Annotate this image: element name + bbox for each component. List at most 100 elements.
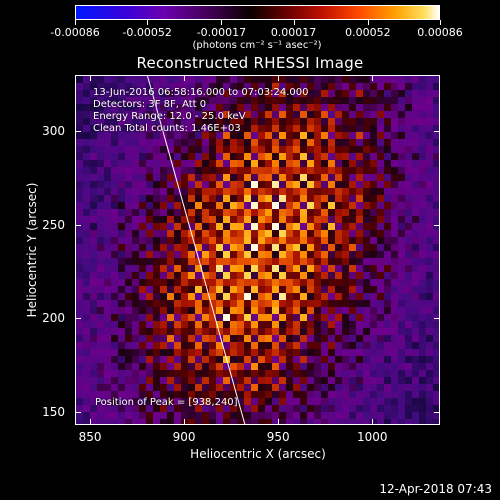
heatmap-cell (412, 209, 419, 216)
heatmap-cell (153, 202, 160, 209)
heatmap-cell (377, 300, 384, 307)
heatmap-cell (391, 398, 398, 405)
heatmap-cell (188, 265, 195, 272)
heatmap-cell (97, 335, 104, 342)
heatmap-cell (391, 167, 398, 174)
heatmap-cell (391, 83, 398, 90)
heatmap-cell (279, 307, 286, 314)
heatmap-cell (314, 76, 321, 83)
heatmap-cell (132, 111, 139, 118)
heatmap-cell (349, 391, 356, 398)
heatmap-cell (363, 307, 370, 314)
heatmap-cell (307, 195, 314, 202)
heatmap-cell (125, 265, 132, 272)
heatmap-cell (153, 76, 160, 83)
heatmap-cell (139, 195, 146, 202)
heatmap-cell (335, 370, 342, 377)
heatmap-cell (391, 412, 398, 419)
heatmap-cell (314, 202, 321, 209)
heatmap-cell (412, 202, 419, 209)
heatmap-cell (258, 335, 265, 342)
heatmap-cell (279, 230, 286, 237)
heatmap-cell (139, 370, 146, 377)
heatmap-cell (146, 146, 153, 153)
heatmap-cell (370, 160, 377, 167)
heatmap-cell (202, 97, 209, 104)
heatmap-cell (111, 118, 118, 125)
heatmap-cell (279, 419, 286, 424)
heatmap-cell (405, 230, 412, 237)
heatmap-cell (405, 265, 412, 272)
heatmap-cell (314, 251, 321, 258)
heatmap-cell (328, 356, 335, 363)
heatmap-cell (307, 300, 314, 307)
heatmap-cell (181, 111, 188, 118)
heatmap-cell (97, 104, 104, 111)
heatmap-cell (202, 314, 209, 321)
heatmap-cell (209, 153, 216, 160)
heatmap-cell (160, 237, 167, 244)
heatmap-cell (223, 230, 230, 237)
heatmap-cell (328, 83, 335, 90)
heatmap-cell (342, 342, 349, 349)
heatmap-cell (244, 405, 251, 412)
heatmap-cell (391, 307, 398, 314)
heatmap-cell (384, 328, 391, 335)
heatmap-cell (356, 76, 363, 83)
heatmap-cell (391, 132, 398, 139)
heatmap-cell (412, 272, 419, 279)
heatmap-cell (258, 195, 265, 202)
heatmap-cell (286, 76, 293, 83)
heatmap-cell (370, 230, 377, 237)
heatmap-cell (433, 321, 439, 328)
heatmap-cell (76, 174, 83, 181)
heatmap-cell (349, 195, 356, 202)
heatmap-cell (279, 132, 286, 139)
heatmap-cell (153, 188, 160, 195)
heatmap-cell (300, 160, 307, 167)
heatmap-cell (370, 188, 377, 195)
heatmap-cell (244, 251, 251, 258)
heatmap-cell (146, 90, 153, 97)
heatmap-cell (384, 398, 391, 405)
heatmap-cell (244, 300, 251, 307)
heatmap-cell (202, 160, 209, 167)
heatmap-cell (223, 76, 230, 83)
heatmap-cell (370, 223, 377, 230)
heatmap-cell (335, 223, 342, 230)
heatmap-cell (251, 230, 258, 237)
heatmap-cell (104, 328, 111, 335)
heatmap-cell (97, 83, 104, 90)
heatmap-cell (83, 384, 90, 391)
heatmap-cell (426, 139, 433, 146)
heatmap-cell (237, 118, 244, 125)
heatmap-cell (237, 90, 244, 97)
heatmap-cell (384, 272, 391, 279)
heatmap-cell (216, 405, 223, 412)
heatmap-cell (104, 307, 111, 314)
heatmap-cell (90, 111, 97, 118)
heatmap-cell (286, 83, 293, 90)
heatmap-cell (209, 244, 216, 251)
heatmap-cell (265, 377, 272, 384)
heatmap-cell (349, 342, 356, 349)
heatmap-cell (209, 230, 216, 237)
heatmap-cell (104, 258, 111, 265)
heatmap-cell (433, 97, 439, 104)
heatmap-cell (349, 356, 356, 363)
heatmap-cell (160, 384, 167, 391)
heatmap-cell (342, 188, 349, 195)
heatmap-cell (349, 118, 356, 125)
heatmap-cell (132, 356, 139, 363)
heatmap-cell (90, 237, 97, 244)
heatmap-cell (160, 328, 167, 335)
heatmap-cell (202, 405, 209, 412)
heatmap-cell (153, 132, 160, 139)
heatmap-cell (188, 412, 195, 419)
heatmap-cell (76, 412, 83, 419)
heatmap-cell (237, 391, 244, 398)
heatmap-cell (300, 90, 307, 97)
heatmap-cell (104, 321, 111, 328)
heatmap-cell (300, 279, 307, 286)
heatmap-cell (202, 370, 209, 377)
